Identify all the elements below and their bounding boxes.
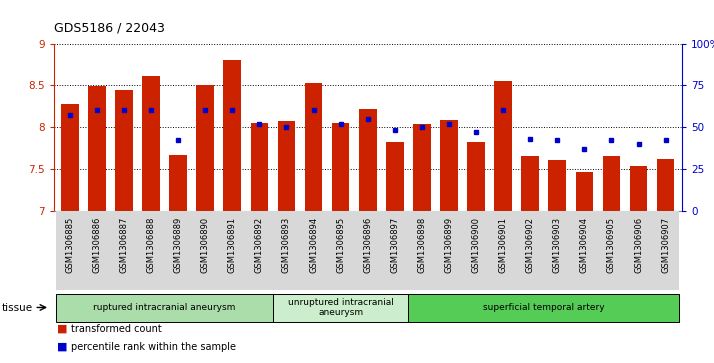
Bar: [273, 211, 300, 290]
Bar: [138, 211, 165, 290]
Text: unruptured intracranial
aneurysm: unruptured intracranial aneurysm: [288, 298, 393, 317]
Bar: [521, 156, 539, 211]
Bar: [278, 121, 296, 211]
Bar: [223, 60, 241, 211]
Text: GSM1306904: GSM1306904: [580, 217, 589, 273]
Bar: [436, 211, 463, 290]
Bar: [84, 211, 111, 290]
Text: GSM1306894: GSM1306894: [309, 217, 318, 273]
Text: GSM1306885: GSM1306885: [65, 217, 74, 273]
Bar: [191, 211, 218, 290]
Text: GSM1306886: GSM1306886: [92, 217, 101, 273]
Bar: [251, 123, 268, 211]
Bar: [467, 142, 485, 211]
Bar: [494, 81, 512, 211]
Text: ruptured intracranial aneurysm: ruptured intracranial aneurysm: [94, 303, 236, 312]
Text: GSM1306903: GSM1306903: [553, 217, 562, 273]
Bar: [332, 123, 349, 211]
Text: GSM1306895: GSM1306895: [336, 217, 345, 273]
Bar: [570, 211, 598, 290]
Bar: [490, 211, 517, 290]
Bar: [246, 211, 273, 290]
Text: GSM1306905: GSM1306905: [607, 217, 616, 273]
Bar: [56, 211, 84, 290]
Bar: [218, 211, 246, 290]
Bar: [359, 109, 376, 211]
Bar: [413, 124, 431, 211]
Text: GSM1306902: GSM1306902: [526, 217, 535, 273]
Bar: [386, 142, 403, 211]
Bar: [354, 211, 381, 290]
Bar: [142, 76, 160, 211]
Text: GSM1306897: GSM1306897: [391, 217, 399, 273]
Bar: [630, 166, 648, 211]
Text: GSM1306896: GSM1306896: [363, 217, 372, 273]
Bar: [657, 159, 675, 211]
Text: GSM1306888: GSM1306888: [146, 217, 156, 273]
Bar: [56, 294, 273, 322]
Bar: [300, 211, 327, 290]
Text: GSM1306906: GSM1306906: [634, 217, 643, 273]
Text: GSM1306891: GSM1306891: [228, 217, 237, 273]
Bar: [603, 156, 620, 211]
Text: percentile rank within the sample: percentile rank within the sample: [71, 342, 236, 352]
Text: GSM1306893: GSM1306893: [282, 217, 291, 273]
Text: GSM1306889: GSM1306889: [174, 217, 183, 273]
Bar: [327, 211, 354, 290]
Text: GSM1306887: GSM1306887: [119, 217, 129, 273]
Text: GSM1306892: GSM1306892: [255, 217, 264, 273]
Bar: [196, 85, 214, 211]
Bar: [517, 211, 544, 290]
Text: superficial temporal artery: superficial temporal artery: [483, 303, 605, 312]
Bar: [598, 211, 625, 290]
Text: GSM1306898: GSM1306898: [418, 217, 426, 273]
Bar: [544, 211, 570, 290]
Bar: [381, 211, 408, 290]
Bar: [169, 155, 187, 211]
Text: GSM1306901: GSM1306901: [498, 217, 508, 273]
Bar: [408, 211, 436, 290]
Bar: [61, 104, 79, 211]
Bar: [305, 83, 322, 211]
Text: GSM1306890: GSM1306890: [201, 217, 210, 273]
Bar: [440, 121, 458, 211]
Bar: [273, 294, 408, 322]
Bar: [625, 211, 652, 290]
Text: GSM1306900: GSM1306900: [471, 217, 481, 273]
Bar: [575, 172, 593, 211]
Text: transformed count: transformed count: [71, 323, 162, 334]
Bar: [652, 211, 679, 290]
Text: ■: ■: [57, 323, 68, 334]
Bar: [88, 86, 106, 211]
Text: GSM1306899: GSM1306899: [444, 217, 453, 273]
Bar: [111, 211, 138, 290]
Bar: [463, 211, 490, 290]
Text: tissue: tissue: [1, 303, 33, 313]
Bar: [408, 294, 679, 322]
Bar: [548, 160, 566, 211]
Text: GSM1306907: GSM1306907: [661, 217, 670, 273]
Bar: [165, 211, 191, 290]
Text: GDS5186 / 22043: GDS5186 / 22043: [54, 22, 164, 35]
Text: ■: ■: [57, 342, 68, 352]
Bar: [115, 90, 133, 211]
